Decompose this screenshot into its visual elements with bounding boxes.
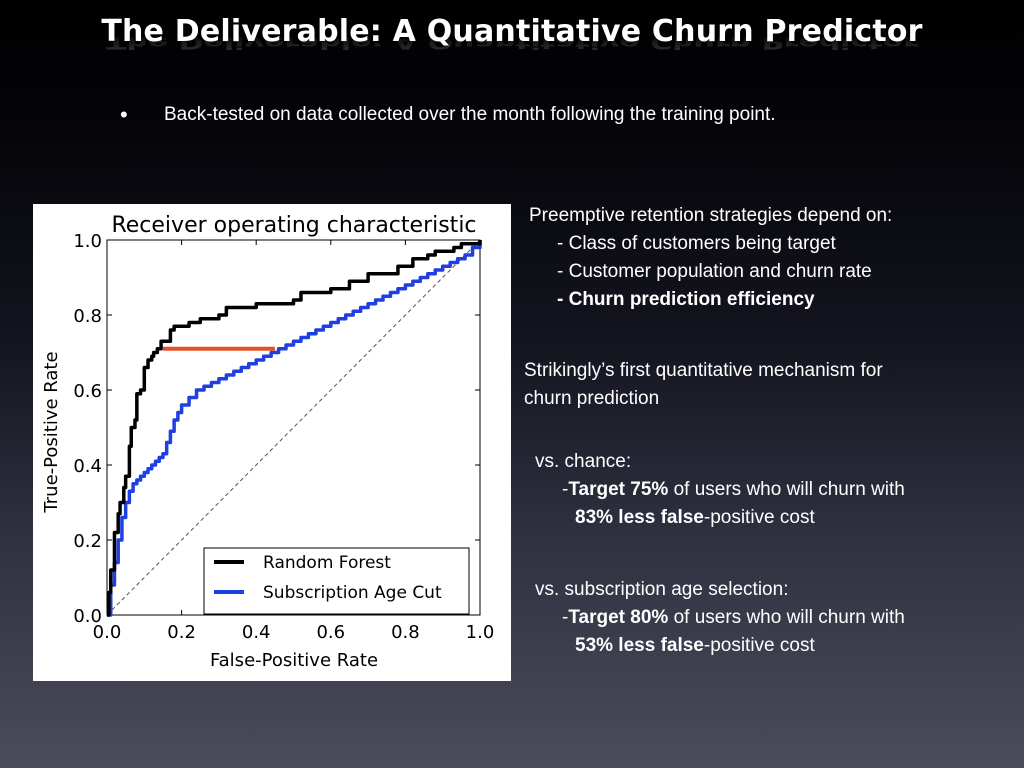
series-line-subscription-age-cut: [107, 240, 482, 617]
subscription-cost-line: 53% less false-positive cost: [575, 632, 815, 660]
depend-heading: Preemptive retention strategies depend o…: [529, 205, 893, 226]
bullet-dot-icon: •: [120, 102, 128, 127]
chart-ylabel: True-Positive Rate: [41, 351, 62, 513]
y-tick-label-2: 0.4: [73, 456, 102, 477]
roc-chart-svg: Receiver operating characteristic False-…: [41, 213, 495, 671]
mechanism-line-1: Strikingly’s first quantitative mechanis…: [524, 360, 883, 381]
subscription-dash: -: [562, 607, 569, 628]
x-tick-label-5: 1.0: [466, 622, 495, 643]
x-tick-label-3: 0.6: [316, 622, 345, 643]
x-tick-label-4: 0.8: [391, 622, 420, 643]
series-line-random-forest: [107, 240, 482, 617]
chance-cost-line: 83% less false-positive cost: [575, 504, 815, 532]
chance-target-rest: of users who will churn with: [668, 479, 905, 500]
depend-item-population: - Customer population and churn rate: [557, 261, 872, 282]
y-tick-label-0: 0.0: [73, 606, 102, 627]
legend-box: [203, 547, 470, 615]
roc-chart: Receiver operating characteristic False-…: [33, 204, 511, 681]
subscription-target-rest: of users who will churn with: [668, 607, 905, 628]
subscription-cost: -positive cost: [703, 635, 815, 656]
bullet-text: Back-tested on data collected over the m…: [164, 104, 776, 125]
subscription-target-line: -Target 80% of users who will churn with: [562, 604, 905, 632]
x-tick-label-2: 0.4: [242, 622, 271, 643]
y-tick-label-1: 0.2: [73, 531, 102, 552]
mechanism-line-2: churn prediction: [524, 388, 660, 409]
subscription-less-false: 53% less false: [575, 635, 704, 656]
depend-item-efficiency: - Churn prediction efficiency: [557, 289, 815, 310]
chance-target-line: -Target 75% of users who will churn with: [562, 476, 905, 504]
chart-title: Receiver operating characteristic: [111, 213, 476, 238]
y-tick-label-4: 0.8: [73, 306, 102, 327]
plot-frame: [106, 239, 481, 616]
subscription-target: Target 80%: [568, 607, 669, 628]
y-tick-label-3: 0.6: [73, 381, 102, 402]
chance-heading: vs. chance:: [535, 451, 632, 472]
subscription-heading: vs. subscription age selection:: [535, 579, 789, 600]
slide-title: The Deliverable: A Quantitative Churn Pr…: [101, 14, 923, 49]
chance-less-false: 83% less false: [575, 507, 704, 528]
chance-target: Target 75%: [568, 479, 669, 500]
chart-xlabel: False-Positive Rate: [210, 650, 378, 671]
x-tick-label-0: 0.0: [93, 622, 122, 643]
chance-cost: -positive cost: [703, 507, 815, 528]
y-tick-label-5: 1.0: [73, 231, 102, 252]
legend-label-subscription-age-cut: Subscription Age Cut: [263, 583, 442, 603]
x-tick-label-1: 0.2: [167, 622, 196, 643]
chance-dash: -: [562, 479, 569, 500]
legend-label-random-forest: Random Forest: [263, 553, 391, 573]
depend-item-class: - Class of customers being target: [557, 233, 836, 254]
